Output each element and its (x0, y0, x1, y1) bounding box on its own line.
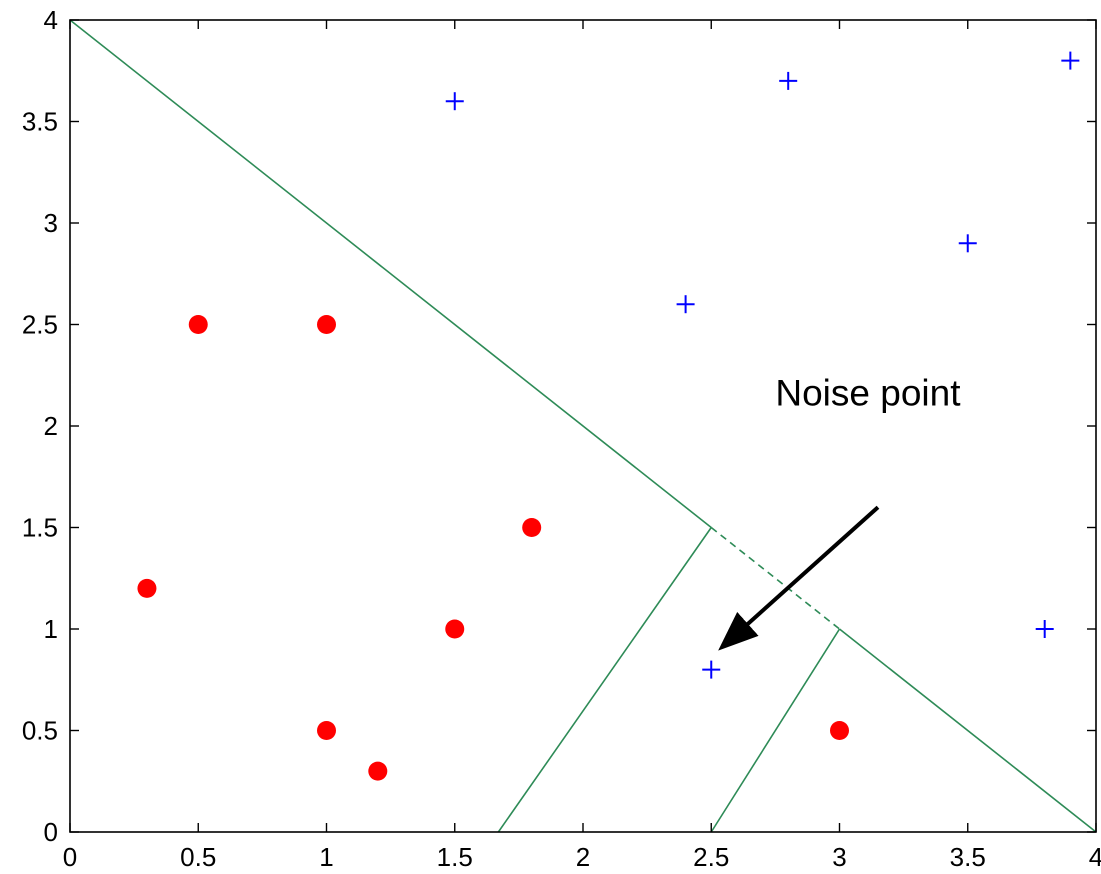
boundary-line-4 (497, 527, 712, 833)
blue-plus-point (779, 71, 798, 90)
y-tick-label: 1 (44, 614, 58, 644)
annotations: Noise point (718, 373, 961, 651)
y-tick-label: 2 (44, 411, 58, 441)
y-tick-label: 2.5 (22, 310, 58, 340)
x-tick-label: 4 (1089, 842, 1101, 872)
boundary-line-2 (710, 526, 840, 630)
y-tick-label: 0.5 (22, 716, 58, 746)
red-dot-point (445, 619, 465, 639)
x-tick-label: 3 (832, 842, 846, 872)
red-dot-point (188, 315, 208, 334)
data-points (137, 51, 1080, 781)
noise-point-label: Noise point (775, 373, 961, 414)
noise-point-arrow (718, 505, 880, 651)
blue-plus-point (1035, 620, 1054, 638)
red-dot-point (368, 761, 388, 781)
blue-plus-point (1061, 51, 1080, 70)
x-tick-label: 1 (319, 842, 333, 872)
red-dot-point (317, 315, 336, 334)
blue-plus-point (445, 92, 464, 111)
red-dot-point (317, 721, 336, 740)
decision-boundaries (69, 19, 1097, 833)
blue-plus-point (676, 295, 695, 314)
x-tick-label: 0 (63, 842, 77, 872)
y-tick-label: 0 (44, 817, 58, 847)
y-tick-label: 3 (44, 208, 58, 238)
red-dot-point (830, 721, 849, 740)
red-dot-point (522, 518, 542, 537)
x-tick-label: 3.5 (950, 842, 986, 872)
y-tick-label: 1.5 (22, 513, 58, 543)
boundary-line-3 (839, 628, 1097, 833)
axes: 0 0.5 1 1.5 2 2.5 3 3.5 4 0 0.5 1 1.5 2 2.5 3 3.5 4 (22, 5, 1101, 872)
x-tick-label: 2 (576, 842, 590, 872)
y-tick-label: 4 (44, 5, 58, 35)
red-dot-point (137, 578, 157, 598)
boundary-line-5 (710, 628, 841, 833)
x-tick-label: 1.5 (437, 842, 473, 872)
blue-plus-point (702, 660, 721, 679)
y-tick-label: 3.5 (22, 107, 58, 137)
boundary-line-1 (69, 19, 712, 529)
x-tick-label: 2.5 (693, 842, 729, 872)
x-tick-label: 0.5 (180, 842, 216, 872)
blue-plus-point (958, 234, 977, 253)
